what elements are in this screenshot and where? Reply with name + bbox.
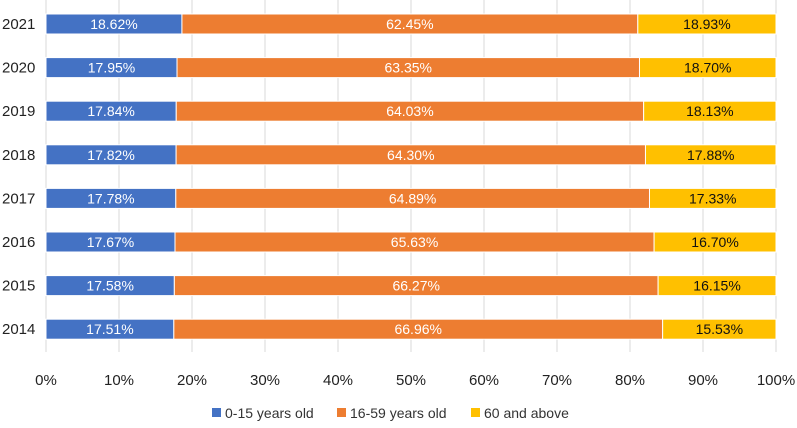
bars <box>45 13 777 340</box>
data-label: 17.82% <box>87 147 134 163</box>
gridlines <box>45 0 777 352</box>
data-label: 17.51% <box>86 321 133 337</box>
data-label: 17.33% <box>689 190 736 206</box>
legend-label: 0-15 years old <box>225 405 314 421</box>
legend-label: 16-59 years old <box>350 405 447 421</box>
bar-segment <box>648 187 777 209</box>
category-label: 2018 <box>2 147 35 164</box>
legend-label: 60 and above <box>484 405 569 421</box>
category-axis: 2021 2020 2019 2018 2017 2016 2015 2014 <box>2 16 35 338</box>
bar-segment <box>653 231 777 253</box>
x-tick-label: 100% <box>757 372 795 389</box>
category-label: 2017 <box>2 190 35 207</box>
data-label: 66.27% <box>392 278 439 294</box>
x-tick-label: 80% <box>615 372 645 389</box>
category-label: 2014 <box>2 321 35 338</box>
legend-swatch <box>212 408 221 417</box>
x-tick-label: 60% <box>469 372 499 389</box>
data-label: 17.58% <box>86 278 133 294</box>
data-label: 17.78% <box>87 190 134 206</box>
data-label: 15.53% <box>696 321 743 337</box>
x-tick-label: 20% <box>177 372 207 389</box>
data-labels: 18.62% 62.45% 18.93% 17.95% 63.35% 18.70% 17.8… <box>86 16 743 337</box>
category-label: 2015 <box>2 278 35 295</box>
data-label: 16.15% <box>693 278 740 294</box>
data-label: 17.67% <box>87 234 134 250</box>
x-tick-label: 70% <box>542 372 572 389</box>
data-label: 18.13% <box>686 103 733 119</box>
legend: 0-15 years old 16-59 years old 60 and abov… <box>212 405 569 421</box>
x-tick-label: 10% <box>104 372 134 389</box>
category-label: 2021 <box>2 16 35 33</box>
category-label: 2020 <box>2 60 35 77</box>
legend-swatch <box>337 408 346 417</box>
x-tick-label: 30% <box>250 372 280 389</box>
value-axis: 0% 10% 20% 30% 40% 50% 60% 70% 80% 90% 100% <box>35 372 795 389</box>
data-label: 17.88% <box>687 147 734 163</box>
data-label: 17.84% <box>87 103 134 119</box>
data-label: 64.30% <box>387 147 434 163</box>
data-label: 17.95% <box>88 60 135 76</box>
data-label: 62.45% <box>386 16 433 32</box>
legend-swatch <box>471 408 480 417</box>
data-label: 64.03% <box>386 103 433 119</box>
x-tick-label: 50% <box>396 372 426 389</box>
data-label: 18.62% <box>90 16 137 32</box>
data-label: 65.63% <box>391 234 438 250</box>
x-tick-label: 0% <box>35 372 57 389</box>
x-tick-label: 90% <box>688 372 718 389</box>
data-label: 18.93% <box>683 16 730 32</box>
category-label: 2019 <box>2 103 35 120</box>
data-label: 16.70% <box>691 234 738 250</box>
bar-segment <box>662 318 777 340</box>
bar-segment <box>643 100 777 122</box>
data-label: 66.96% <box>394 321 441 337</box>
x-tick-label: 40% <box>323 372 353 389</box>
category-label: 2016 <box>2 234 35 251</box>
data-label: 64.89% <box>389 190 436 206</box>
bar-segment <box>657 275 777 297</box>
bar-segment <box>644 144 777 166</box>
data-label: 63.35% <box>385 60 432 76</box>
data-label: 18.70% <box>684 60 731 76</box>
bar-segment <box>638 57 777 79</box>
bar-segment <box>637 13 777 35</box>
